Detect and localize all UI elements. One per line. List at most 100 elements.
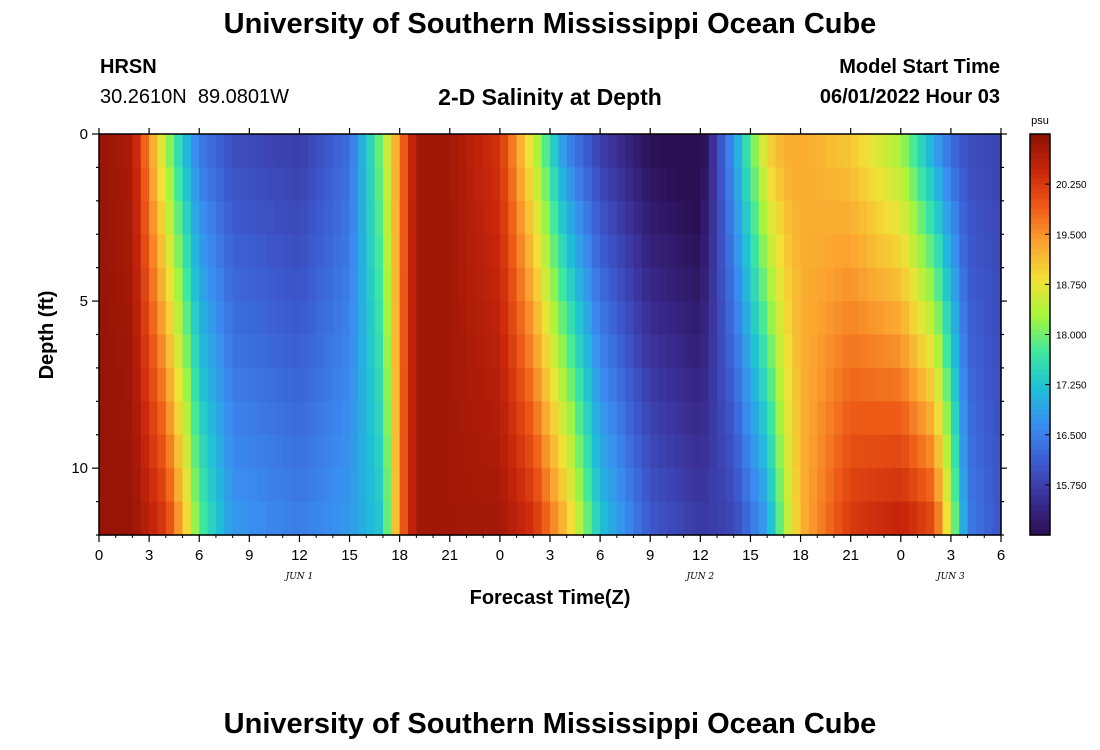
- heatmap-cell: [249, 434, 259, 469]
- heatmap-cell: [700, 334, 710, 369]
- heatmap-cell: [867, 468, 877, 503]
- heatmap-cell: [215, 334, 225, 369]
- heatmap-cell: [666, 434, 676, 469]
- heatmap-cell: [433, 434, 443, 469]
- heatmap-cell: [683, 367, 693, 402]
- heatmap-cell: [591, 434, 601, 469]
- heatmap-cell: [700, 267, 710, 302]
- heatmap-cell: [850, 267, 860, 302]
- heatmap-cell: [357, 301, 367, 336]
- heatmap-cell: [282, 134, 292, 169]
- heatmap-cell: [817, 468, 827, 503]
- heatmap-cell: [867, 501, 877, 536]
- heatmap-cell: [466, 434, 476, 469]
- heatmap-cell: [441, 501, 451, 536]
- heatmap-cell: [249, 501, 259, 536]
- heatmap-cell: [332, 134, 342, 169]
- heatmap-cell: [608, 234, 618, 269]
- heatmap-cell: [149, 267, 159, 302]
- heatmap-cell: [483, 434, 493, 469]
- heatmap-cell: [190, 434, 200, 469]
- heatmap-cell: [608, 167, 618, 202]
- heatmap-cell: [675, 367, 685, 402]
- colorbar: psu 15.750 16.500 17.250 18.000 18.750 19.500…: [1029, 115, 1087, 536]
- heatmap-cell: [691, 367, 701, 402]
- heatmap-cell: [733, 301, 743, 336]
- heatmap-cell: [633, 401, 643, 436]
- heatmap-cell: [833, 367, 843, 402]
- heatmap-cell: [758, 200, 768, 235]
- heatmap-cell: [792, 234, 802, 269]
- colorbar-swatch: [1030, 204, 1050, 210]
- heatmap-cell: [800, 367, 810, 402]
- colorbar-swatch: [1030, 259, 1050, 265]
- heatmap-cell: [266, 234, 275, 269]
- heatmap-cell: [299, 267, 309, 302]
- heatmap-cell: [566, 501, 576, 536]
- heatmap-cell: [633, 134, 643, 169]
- heatmap-cell: [742, 301, 752, 336]
- heatmap-cell: [600, 501, 610, 536]
- heatmap-cell: [917, 401, 927, 436]
- heatmap-cell: [558, 367, 568, 402]
- colorbar-swatch: [1030, 464, 1050, 471]
- heatmap-cell: [474, 434, 484, 469]
- heatmap-cell: [140, 234, 150, 269]
- heatmap-cell: [666, 301, 676, 336]
- x-tick-label: 6: [195, 547, 203, 564]
- heatmap-cell: [182, 334, 192, 369]
- heatmap-cell: [533, 468, 543, 503]
- heatmap-cell: [374, 501, 384, 536]
- heatmap-cell: [524, 167, 534, 202]
- heatmap-cell: [591, 367, 601, 402]
- heatmap-cell: [909, 501, 919, 536]
- heatmap-cell: [742, 234, 752, 269]
- heatmap-cell: [700, 301, 710, 336]
- heatmap-cell: [207, 334, 217, 369]
- heatmap-cell: [274, 501, 284, 536]
- heatmap-cell: [382, 401, 392, 436]
- heatmap-cell: [474, 401, 484, 436]
- heatmap-cell: [449, 334, 459, 369]
- heatmap-cell: [449, 301, 459, 336]
- heatmap-cell: [825, 334, 835, 369]
- heatmap-cell: [174, 234, 184, 269]
- heatmap-cell: [357, 468, 367, 503]
- colorbar-swatch: [1030, 459, 1050, 466]
- heatmap-cell: [266, 267, 275, 302]
- heatmap-cell: [541, 200, 551, 235]
- heatmap-cell: [399, 134, 409, 169]
- colorbar-swatch: [1030, 399, 1050, 406]
- heatmap-cell: [959, 434, 969, 469]
- heatmap-cell: [240, 401, 250, 436]
- heatmap-cell: [725, 367, 735, 402]
- heatmap-cell: [742, 468, 752, 503]
- heatmap-cell: [758, 468, 768, 503]
- heatmap-cell: [608, 134, 618, 169]
- heatmap-cell: [808, 468, 818, 503]
- heatmap-cell: [374, 468, 384, 503]
- heatmap-cell: [733, 468, 743, 503]
- heatmap-cell: [608, 301, 618, 336]
- colorbar-swatch: [1030, 309, 1050, 316]
- heatmap-cell: [124, 401, 134, 436]
- heatmap-cell: [291, 434, 301, 469]
- heatmap-cell: [199, 434, 209, 469]
- heatmap-cell: [249, 200, 259, 235]
- x-axis: 0 3 6 9 12 15 18 21 0 3 6 9 12 15 18 21 0 3 6 JUN 1 JUN 2 JUN…: [95, 128, 1005, 582]
- heatmap-cell: [750, 267, 760, 302]
- heatmap-cell: [717, 234, 726, 269]
- heatmap-cell: [842, 301, 852, 336]
- heatmap-cell: [867, 167, 877, 202]
- heatmap-cell: [884, 200, 894, 235]
- heatmap-cell: [842, 134, 852, 169]
- heatmap-cell: [875, 267, 885, 302]
- heatmap-cell: [132, 434, 142, 469]
- heatmap-cell: [307, 401, 317, 436]
- heatmap-cell: [458, 367, 468, 402]
- heatmap-cell: [558, 501, 568, 536]
- heatmap-cell: [650, 501, 660, 536]
- heatmap-cell: [775, 234, 785, 269]
- heatmap-cell: [349, 468, 359, 503]
- heatmap-cell: [124, 334, 134, 369]
